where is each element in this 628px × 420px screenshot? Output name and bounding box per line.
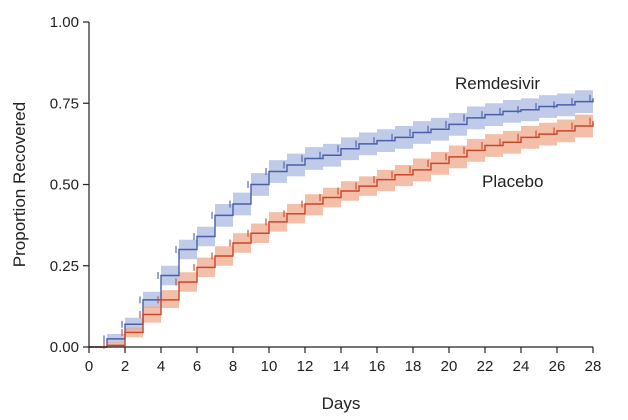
placebo-band-segment: [377, 169, 395, 191]
y-tick-label: 0.00: [50, 339, 79, 356]
x-tick-label: 14: [333, 358, 350, 375]
y-tick-label: 0.25: [50, 258, 79, 275]
placebo-band-segment: [395, 165, 413, 187]
placebo-step-line: [89, 121, 594, 348]
x-tick-label: 28: [585, 358, 602, 375]
x-tick-label: 12: [297, 358, 314, 375]
confidence-bands: [107, 90, 593, 347]
x-tick-label: 16: [369, 358, 386, 375]
series-lines: [89, 94, 594, 349]
y-axis-title: Proportion Recovered: [10, 102, 29, 267]
y-tick-label: 0.75: [50, 95, 79, 112]
x-tick-label: 26: [549, 358, 566, 375]
x-tick-label: 24: [513, 358, 530, 375]
axis-ticks: 0.000.250.500.751.000 2 4 6 8 10 12 14 16 18 20 22 2…: [50, 14, 602, 375]
y-tick-label: 0.50: [50, 177, 79, 194]
x-tick-label: 4: [157, 358, 165, 375]
x-axis-title: Days: [322, 394, 361, 413]
placebo-band-segment: [107, 342, 125, 347]
x-tick-label: 2: [121, 358, 129, 375]
x-tick-label: 20: [441, 358, 458, 375]
x-tick-label: 0: [85, 358, 93, 375]
x-tick-label: 6: [193, 358, 201, 375]
remdesivir-step-line: [89, 98, 594, 348]
x-tick-label: 22: [477, 358, 494, 375]
placebo-band-segment: [305, 194, 323, 216]
remdesivir-series-label: Remdesivir: [455, 74, 540, 93]
x-tick-label: 10: [261, 358, 278, 375]
y-tick-label: 1.00: [50, 14, 79, 31]
placebo-band-segment: [161, 290, 179, 308]
x-tick-label: 8: [229, 358, 237, 375]
placebo-series-label: Placebo: [482, 172, 543, 191]
x-tick-label: 18: [405, 358, 422, 375]
